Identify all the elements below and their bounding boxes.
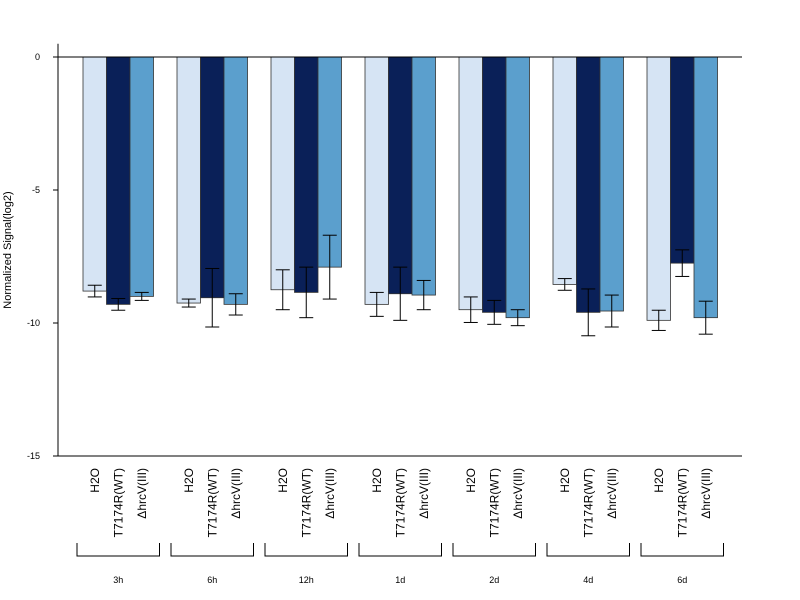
- group-label: 2d: [489, 575, 499, 585]
- bar: [176, 56, 201, 304]
- category-label: T7174R(WT): [581, 468, 595, 537]
- bar: [482, 56, 507, 313]
- category-label: ΔhrcV(III): [605, 468, 619, 519]
- y-tick-label: 0: [35, 52, 40, 62]
- bar: [82, 56, 107, 292]
- bar: [693, 56, 718, 319]
- category-label: H2O: [652, 468, 666, 493]
- group-bracket: [640, 543, 724, 557]
- group-bracket: [358, 543, 442, 557]
- bar: [223, 56, 248, 305]
- category-label: T7174R(WT): [487, 468, 501, 537]
- category-label: H2O: [464, 468, 478, 493]
- group-label: 1d: [395, 575, 405, 585]
- bar: [505, 56, 530, 319]
- bar: [270, 56, 295, 291]
- y-tick-label: -5: [32, 185, 40, 195]
- group-label: 6d: [677, 575, 687, 585]
- bar: [646, 56, 671, 321]
- category-label: ΔhrcV(III): [135, 468, 149, 519]
- category-label: H2O: [88, 468, 102, 493]
- error-bars: [87, 234, 713, 337]
- group-bracket: [170, 543, 254, 557]
- bar: [552, 56, 577, 285]
- bar: [364, 56, 389, 305]
- category-label: ΔhrcV(III): [417, 468, 431, 519]
- y-axis-label: Normalized Signal(log2): [2, 191, 14, 308]
- bar: [294, 56, 319, 293]
- category-label: T7174R(WT): [205, 468, 219, 537]
- group-bracket: [264, 543, 348, 557]
- bar: [599, 56, 624, 312]
- category-label: T7174R(WT): [675, 468, 689, 537]
- bar: [129, 56, 154, 297]
- bar: [200, 56, 225, 299]
- category-label: ΔhrcV(III): [323, 468, 337, 519]
- bar: [670, 56, 695, 264]
- category-labels: H2O T7174R(WT) ΔhrcV(III) H2O T7174R(WT) Δhrc…: [88, 468, 713, 537]
- bar: [411, 56, 436, 296]
- category-label: T7174R(WT): [111, 468, 125, 537]
- category-label: H2O: [182, 468, 196, 493]
- group-label: 6h: [207, 575, 217, 585]
- bar: [576, 56, 601, 313]
- category-label: ΔhrcV(III): [229, 468, 243, 519]
- category-label: T7174R(WT): [299, 468, 313, 537]
- bar: [106, 56, 131, 305]
- group-bracket: [76, 543, 160, 557]
- y-axis: 0 -5 -10 -15: [27, 43, 742, 461]
- group-labels: 3h 6h 12h 1d 2d 4d 6d: [76, 543, 724, 585]
- group-label: 4d: [583, 575, 593, 585]
- group-bracket: [546, 543, 630, 557]
- bar: [388, 56, 413, 295]
- category-label: ΔhrcV(III): [511, 468, 525, 519]
- y-tick-label: -15: [27, 451, 40, 461]
- bar: [458, 56, 483, 311]
- category-label: H2O: [276, 468, 290, 493]
- bars: [82, 56, 718, 321]
- category-label: H2O: [558, 468, 572, 493]
- category-label: H2O: [370, 468, 384, 493]
- group-bracket: [452, 543, 536, 557]
- category-label: T7174R(WT): [393, 468, 407, 537]
- category-label: ΔhrcV(III): [699, 468, 713, 519]
- y-tick-label: -10: [27, 318, 40, 328]
- group-label: 12h: [299, 575, 314, 585]
- group-label: 3h: [113, 575, 123, 585]
